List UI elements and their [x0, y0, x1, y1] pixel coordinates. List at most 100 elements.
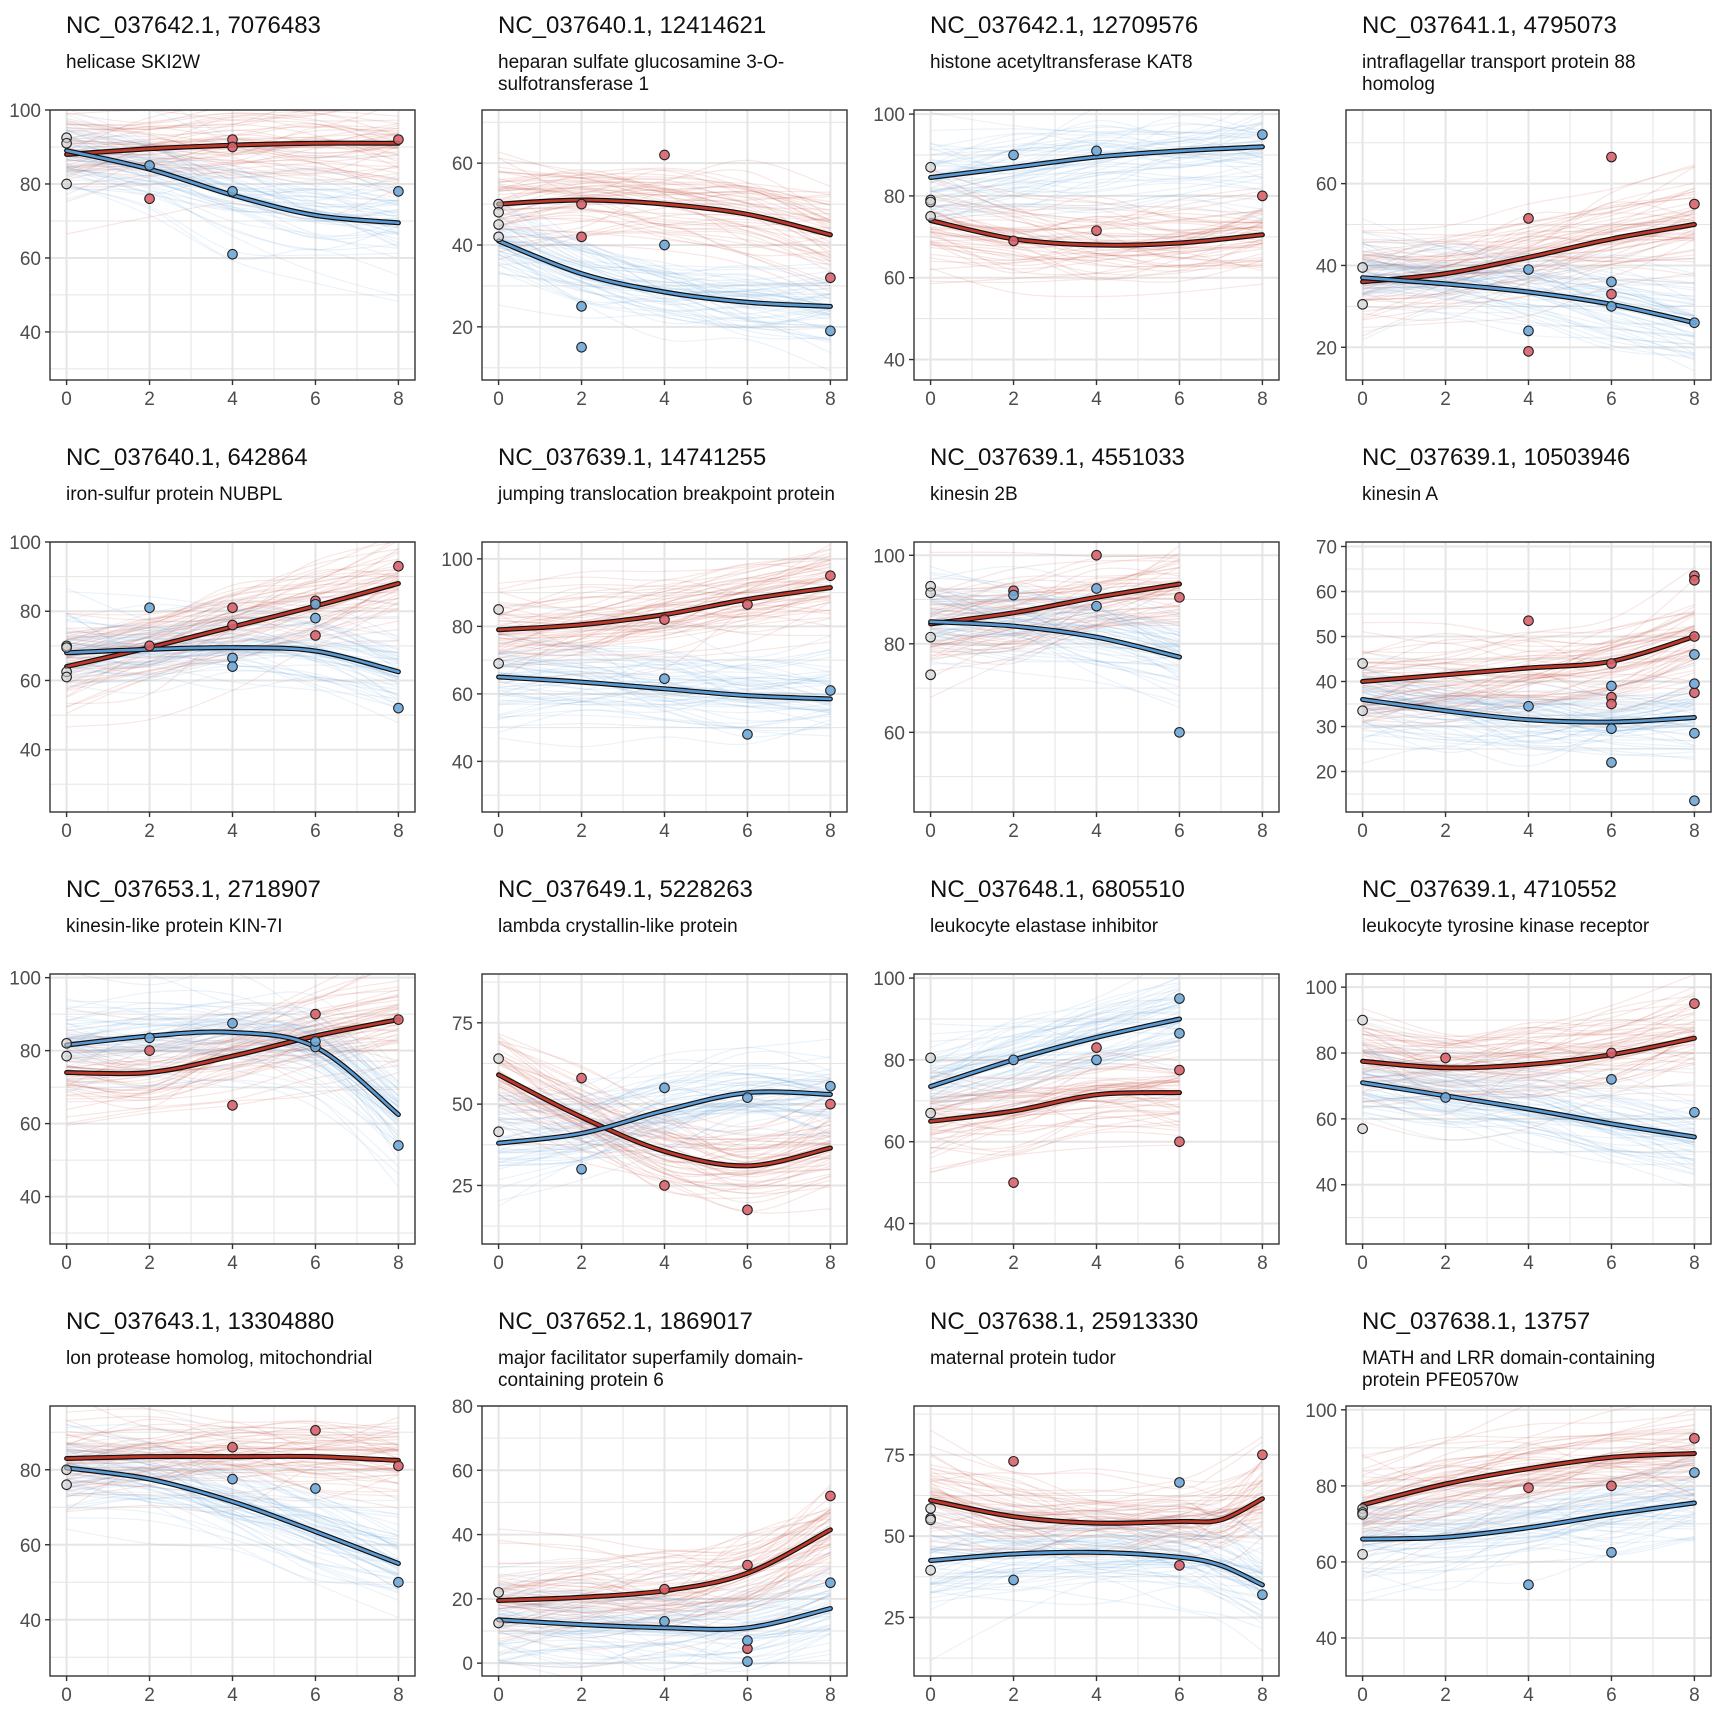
posterior-line: [66, 187, 399, 235]
posterior-line: [930, 1568, 1263, 1619]
posterior-line: [498, 169, 831, 212]
posterior-line: [66, 188, 399, 240]
posterior-line: [930, 161, 1263, 214]
data-point-red: [1174, 1136, 1185, 1148]
posterior-line: [1362, 986, 1695, 1044]
chart-panel: 0 2 4 6 8 25 50 75 NC_037638.1, 25913330 maternal…: [864, 1296, 1296, 1728]
posterior-line: [66, 112, 399, 143]
posterior-line: [1362, 1471, 1695, 1510]
posterior-line: [930, 1120, 1180, 1173]
posterior-line: [1362, 1477, 1695, 1544]
posterior-line: [498, 661, 831, 685]
posterior-line: [930, 1503, 1263, 1575]
posterior-line: [498, 585, 831, 622]
posterior-line: [930, 567, 1180, 618]
posterior-line: [498, 171, 831, 230]
posterior-line: [498, 1534, 831, 1618]
posterior-line: [930, 240, 1263, 269]
x-tick-label: 8: [825, 821, 836, 842]
y-tick-label: 20: [1316, 338, 1337, 359]
chart-subtitle: lambda crystallin-like protein: [498, 916, 738, 937]
posterior-line: [930, 618, 1180, 698]
posterior-line: [1362, 1430, 1695, 1460]
posterior-line: [1362, 1002, 1695, 1079]
posterior-line: [1362, 224, 1695, 318]
chart-subtitle: intraflagellar transport protein 88 homo…: [1362, 52, 1636, 95]
data-point-red: [1689, 998, 1700, 1009]
posterior-line: [1362, 201, 1695, 236]
posterior-line: [1362, 672, 1695, 710]
posterior-line: [66, 1023, 399, 1071]
posterior-line: [66, 552, 399, 685]
posterior-line: [1362, 206, 1695, 261]
x-tick-label: 8: [825, 389, 836, 410]
x-tick-label: 4: [227, 821, 238, 842]
posterior-line: [930, 1546, 1263, 1611]
posterior-line: [930, 195, 1263, 229]
posterior-line: [66, 1472, 399, 1591]
posterior-line: [66, 588, 399, 680]
posterior-line: [930, 148, 1263, 211]
posterior-line: [498, 1079, 831, 1112]
posterior-line: [930, 195, 1263, 232]
posterior-line: [1362, 1073, 1695, 1153]
posterior-line: [66, 1494, 399, 1580]
posterior-line: [66, 566, 399, 634]
x-tick-label: 2: [1440, 1685, 1451, 1706]
posterior-line: [498, 1042, 831, 1159]
data-point-red: [227, 141, 238, 153]
posterior-line: [1362, 639, 1695, 670]
chart-title: NC_037640.1, 12414621: [498, 12, 767, 39]
posterior-line: [930, 1003, 1180, 1086]
posterior-line: [1362, 1072, 1695, 1125]
posterior-line: [66, 135, 399, 174]
x-tick-label: 2: [576, 1685, 587, 1706]
x-tick-label: 8: [1257, 821, 1268, 842]
posterior-line: [498, 1079, 831, 1151]
fit-line-red: [929, 1091, 1181, 1123]
posterior-line: [498, 559, 831, 654]
posterior-line: [66, 576, 399, 676]
posterior-line: [66, 558, 399, 640]
posterior-line: [498, 185, 831, 224]
chart-panel: 0 2 4 6 8 0 20 40 60 80 NC_037652.1, 1869017 major …: [432, 1296, 864, 1728]
posterior-line: [1362, 1007, 1695, 1039]
posterior-line: [1362, 1105, 1695, 1166]
posterior-line: [1362, 1027, 1695, 1058]
data-point-red: [1008, 235, 1019, 247]
chart-svg: 0 2 4 6 8 40 60 80: [20, 1405, 416, 1706]
posterior-line: [930, 974, 1147, 1058]
posterior-line: [930, 1516, 1263, 1575]
posterior-line: [498, 1056, 831, 1100]
data-point-red: [1523, 213, 1534, 224]
posterior-line: [498, 1080, 831, 1101]
posterior-line: [66, 1029, 399, 1124]
posterior-line: [1362, 1484, 1695, 1538]
posterior-line: [498, 1103, 831, 1166]
posterior-line: [930, 585, 1180, 601]
posterior-line: [930, 1039, 1180, 1078]
posterior-line: [498, 1113, 831, 1181]
data-point-red: [310, 1008, 321, 1020]
posterior-line: [498, 190, 831, 228]
posterior-line: [930, 205, 1263, 220]
posterior-line: [930, 230, 1263, 268]
posterior-line: [1362, 686, 1695, 743]
posterior-line: [66, 637, 399, 685]
data-point-blue: [310, 612, 321, 624]
posterior-line: [1362, 259, 1695, 325]
posterior-line: [930, 1459, 1263, 1516]
posterior-line: [1362, 284, 1695, 345]
posterior-line: [498, 264, 831, 302]
posterior-line: [930, 267, 1263, 298]
posterior-line: [930, 615, 1180, 649]
posterior-line: [930, 545, 1180, 615]
posterior-line: [66, 112, 399, 137]
posterior-line: [1362, 681, 1695, 701]
posterior-line: [1362, 611, 1695, 665]
posterior-line: [498, 708, 831, 729]
posterior-line: [498, 1516, 831, 1558]
gridlines: [914, 1406, 1279, 1676]
posterior-line: [498, 1562, 831, 1612]
posterior-line: [498, 564, 831, 618]
